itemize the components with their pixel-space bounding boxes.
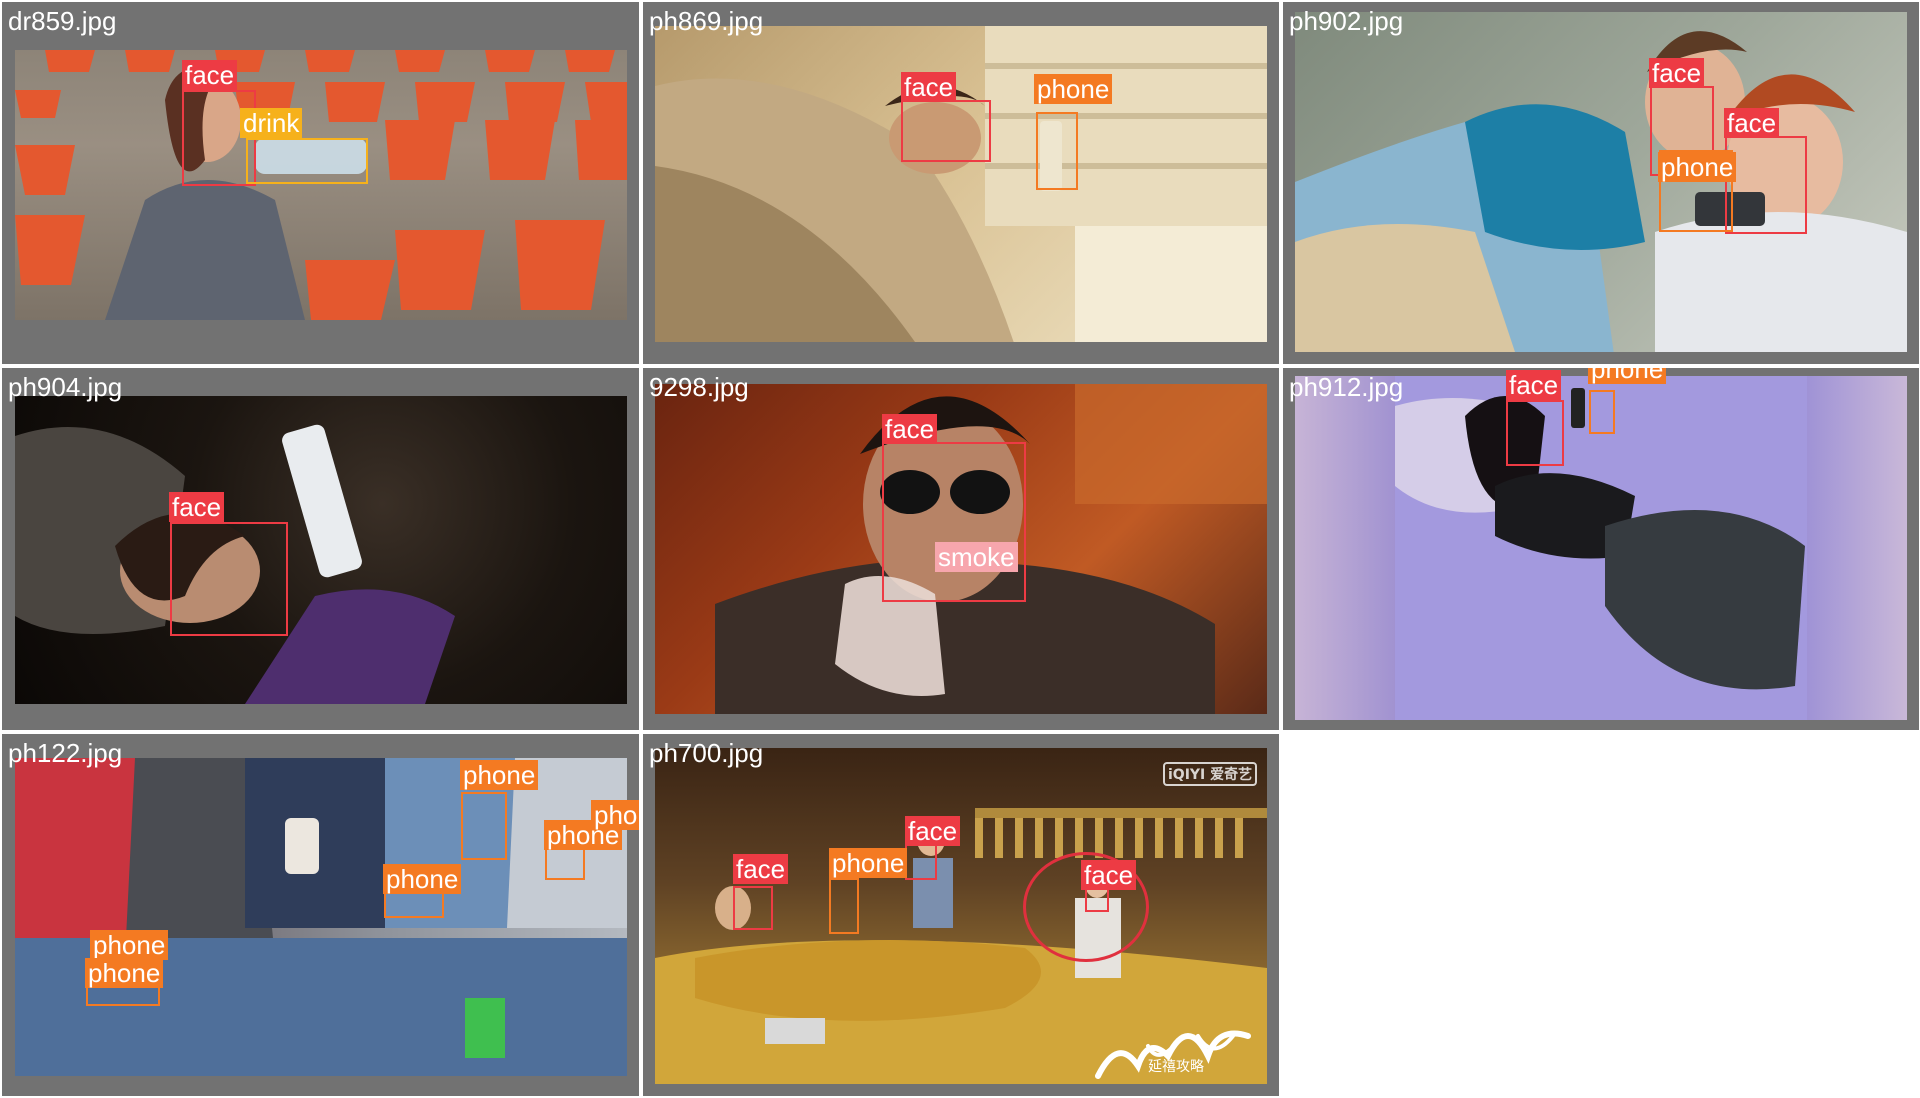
tile-ph904: ph904.jpg face <box>2 368 639 730</box>
detection-box-phone <box>384 892 444 918</box>
tile-filename: ph122.jpg <box>8 738 123 768</box>
detection-label-face: face <box>901 72 957 102</box>
detection-box-face <box>905 842 937 880</box>
dark-tablet-scene <box>15 424 455 704</box>
detection-label-face: face <box>169 492 225 522</box>
detection-label-phone: phone <box>829 848 908 878</box>
detection-box-phone <box>461 792 507 860</box>
tile-filename: ph904.jpg <box>8 372 123 402</box>
tile-ph912: ph912.jpg face phone <box>1283 368 1919 730</box>
signature-text: 延禧攻略 <box>1148 1059 1204 1075</box>
detection-box-face <box>882 442 1026 602</box>
detection-label-phone: phone <box>1658 152 1737 182</box>
tile-9298: 9298.jpg face smoke <box>643 368 1279 730</box>
iqiyi-watermark: iQIYI 爱奇艺 <box>1163 762 1258 786</box>
highlight-circle <box>1023 852 1149 962</box>
detection-label-phone: phone <box>1034 74 1113 104</box>
bed-scene <box>655 26 1267 342</box>
detection-box-phone <box>1659 150 1733 232</box>
detection-label-phone: phone <box>1588 368 1667 384</box>
detection-label-phone: phone <box>591 800 639 830</box>
detection-label-face: face <box>1649 58 1705 88</box>
tile-filename: ph912.jpg <box>1289 372 1404 402</box>
movie-scene <box>715 384 1267 714</box>
detection-box-phone <box>1589 390 1615 434</box>
detection-box-phone <box>829 878 859 934</box>
detection-label-drink: drink <box>240 108 303 138</box>
detection-box-face <box>182 90 256 186</box>
tile-photo <box>15 396 627 704</box>
tile-filename: ph902.jpg <box>1289 6 1404 36</box>
tile-photo <box>15 50 627 320</box>
detection-label-smoke: smoke <box>935 542 1018 572</box>
detection-box-drink <box>246 138 368 184</box>
detection-box-phone <box>1036 112 1078 190</box>
tile-photo <box>655 26 1267 342</box>
detection-box-face <box>170 522 288 636</box>
tile-dr859: dr859.jpg face drink <box>2 2 639 364</box>
detection-label-phone: phone <box>460 760 539 790</box>
stadium-scene <box>15 50 627 320</box>
detection-label-face: face <box>182 60 238 90</box>
calligraphy-signature: 延禧攻略 <box>1088 1016 1258 1086</box>
tile-ph869: ph869.jpg face phone <box>643 2 1279 364</box>
detection-label-face: face <box>1506 370 1562 400</box>
detection-label-face: face <box>905 816 961 846</box>
tile-ph902: ph902.jpg face face phone <box>1283 2 1919 364</box>
tile-ph700: ph700.jpg iQIYI 爱奇艺 延禧攻略 face face phone… <box>643 734 1279 1096</box>
detection-label-phone: phone <box>90 930 169 960</box>
detection-label-phone: phone <box>85 958 164 988</box>
detection-label-phone: phone <box>383 864 462 894</box>
detection-box-phone <box>86 986 160 1006</box>
tile-filename: dr859.jpg <box>8 6 117 36</box>
tile-filename: ph869.jpg <box>649 6 764 36</box>
tile-filename: 9298.jpg <box>649 372 749 402</box>
detection-label-face: face <box>1081 860 1137 890</box>
detection-label-face: face <box>1724 108 1780 138</box>
sofa-scene <box>1295 31 1907 352</box>
tile-ph122: ph122.jpg phone phone phone phone phone … <box>2 734 639 1096</box>
tile-photo <box>15 758 627 1076</box>
detection-box-face <box>733 886 773 930</box>
detection-box-face <box>1725 136 1807 234</box>
detection-box-face <box>1506 400 1564 466</box>
tile-filename: ph700.jpg <box>649 738 764 768</box>
detection-box-face <box>901 100 991 162</box>
detection-label-face: face <box>733 854 789 884</box>
crowd-scene <box>15 758 627 1076</box>
tile-photo <box>1295 12 1907 352</box>
detection-label-face: face <box>882 414 938 444</box>
